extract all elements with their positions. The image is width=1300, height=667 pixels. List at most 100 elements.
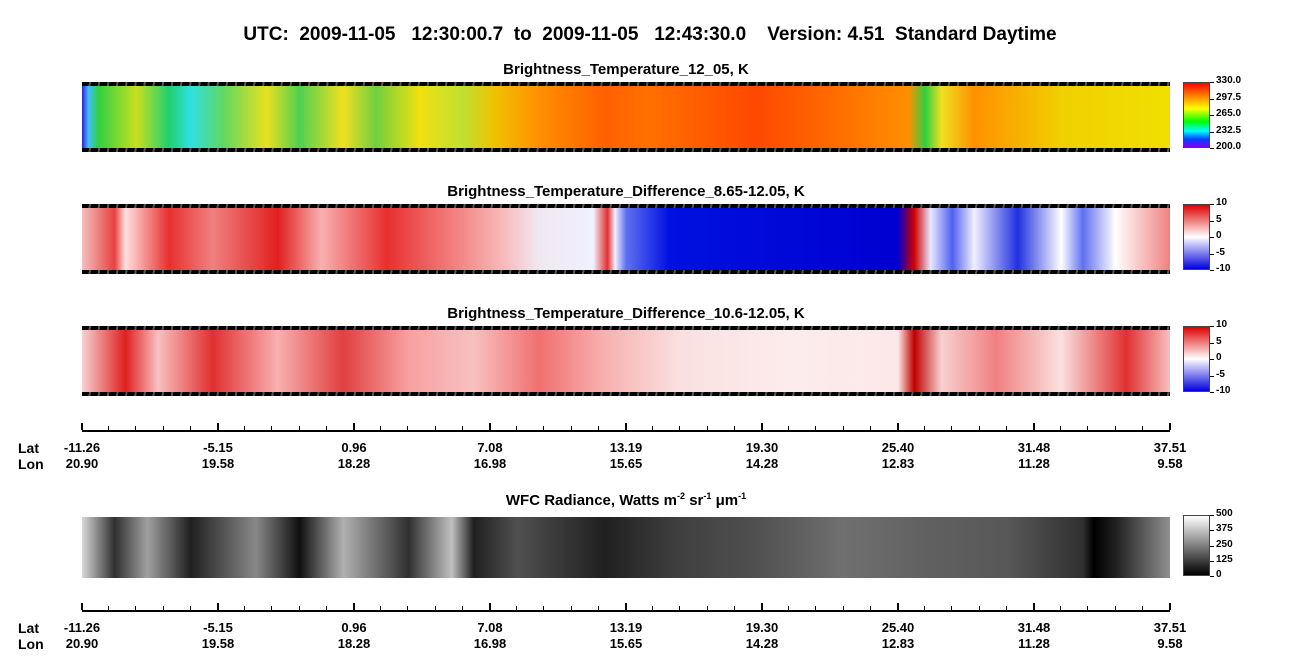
- swath-edge: [82, 270, 1170, 274]
- axis-tick: [81, 603, 83, 610]
- lat-tick-label: 25.40: [881, 440, 915, 455]
- lon-tick-label: 15.65: [609, 456, 643, 471]
- lat-tick-label: 37.51: [1153, 440, 1187, 455]
- axis-tick: [135, 426, 137, 430]
- swath-edge: [82, 82, 1170, 86]
- swath-image: [82, 84, 1170, 150]
- axis-tick: [325, 606, 327, 610]
- lat-label: Lat: [18, 440, 39, 456]
- lat-tick-label: 25.40: [881, 620, 915, 635]
- colorbar-label: 500: [1216, 508, 1233, 519]
- colorbar-tick: [1210, 82, 1214, 83]
- axis-tick: [733, 426, 735, 430]
- axis-tick: [706, 606, 708, 610]
- axis-tick: [869, 606, 871, 610]
- colorbar-label: 10: [1216, 319, 1228, 330]
- lon-tick-label: 18.28: [337, 456, 371, 471]
- axis-tick: [1141, 606, 1143, 610]
- lon-tick-label: 9.58: [1157, 456, 1183, 471]
- axis-tick: [244, 606, 246, 610]
- axis-tick: [353, 603, 355, 610]
- axis-tick: [217, 603, 219, 610]
- lon-tick-label: 20.90: [65, 636, 99, 651]
- axis-tick: [434, 426, 436, 430]
- colorbar-tick: [1210, 326, 1214, 327]
- colorbar-tick: [1210, 530, 1214, 532]
- colorbar-label: -10: [1216, 385, 1231, 396]
- colorbar-label: 5: [1216, 213, 1222, 225]
- lat-tick-label: 37.51: [1153, 620, 1187, 635]
- axis-tick: [978, 426, 980, 430]
- axis-tick: [1033, 603, 1035, 610]
- lon-tick-label: 15.65: [609, 636, 643, 651]
- colorbar-label: -5: [1216, 246, 1225, 258]
- axis-tick: [706, 426, 708, 430]
- axis-tick: [461, 606, 463, 610]
- swath-edge: [82, 204, 1170, 208]
- lat-tick-label: 7.08: [477, 620, 503, 635]
- axis-tick: [570, 426, 572, 430]
- axis-tick: [842, 426, 844, 430]
- axis-tick: [597, 426, 599, 430]
- axis-tick: [81, 423, 83, 430]
- axis-tick: [489, 603, 491, 610]
- colorbar-tick: [1210, 270, 1214, 271]
- lon-label: Lon: [18, 456, 44, 472]
- axis-tick: [815, 426, 817, 430]
- axis-tick: [761, 603, 763, 610]
- lon-tick-label: 16.98: [473, 636, 507, 651]
- lon-tick-label: 14.28: [745, 456, 779, 471]
- axis-tick: [1033, 423, 1035, 430]
- axis-tick: [325, 426, 327, 430]
- lat-tick-label: 0.96: [341, 620, 367, 635]
- axis-tick: [271, 426, 273, 430]
- lon-tick-label: 12.83: [881, 456, 915, 471]
- axis-tick: [679, 426, 681, 430]
- lat-label: Lat: [18, 620, 39, 636]
- swath-image: [82, 328, 1170, 394]
- colorbar: [1183, 204, 1210, 270]
- swath-image: [82, 206, 1170, 272]
- panel-title: Brightness_Temperature_Difference_8.65-1…: [447, 183, 805, 200]
- axis-tick: [679, 606, 681, 610]
- colorbar-label: 0: [1216, 230, 1222, 241]
- axis-tick: [597, 606, 599, 610]
- lat-tick-label: 0.96: [341, 440, 367, 455]
- colorbar-label: 297.5: [1216, 91, 1242, 103]
- colorbar: [1183, 326, 1210, 392]
- colorbar-label: 10: [1216, 197, 1228, 208]
- axis-tick: [543, 606, 545, 610]
- lon-tick-label: 9.58: [1157, 636, 1183, 651]
- colorbar: [1183, 515, 1210, 576]
- lat-tick-label: 7.08: [477, 440, 503, 455]
- colorbar-tick: [1210, 515, 1214, 516]
- title-part: -2: [677, 491, 686, 501]
- lat-tick-label: -11.26: [63, 620, 101, 635]
- colorbar-tick: [1210, 392, 1214, 393]
- axis-tick: [924, 606, 926, 610]
- axis-tick: [1141, 426, 1143, 430]
- axis-tick: [924, 426, 926, 430]
- title-part: -1: [703, 491, 712, 501]
- colorbar-label: 125: [1216, 553, 1233, 565]
- axis-tick: [217, 423, 219, 430]
- swath-edge: [82, 326, 1170, 330]
- axis-tick: [189, 426, 191, 430]
- colorbar-tick: [1210, 342, 1214, 344]
- title-part: sr: [685, 492, 704, 509]
- axis-tick: [842, 606, 844, 610]
- colorbar-tick: [1210, 148, 1214, 149]
- panel-title: WFC Radiance, Watts m-2 sr-1 μm-1: [82, 491, 1170, 509]
- colorbar-label: 200.0: [1216, 141, 1242, 152]
- axis-tick: [815, 606, 817, 610]
- colorbar-tick: [1210, 131, 1214, 133]
- axis-tick: [897, 423, 899, 430]
- axis-tick: [652, 426, 654, 430]
- title-part: WFC Radiance, Watts m: [505, 492, 678, 509]
- axis-tick: [652, 606, 654, 610]
- colorbar-tick: [1210, 375, 1214, 377]
- axis-tick: [135, 606, 137, 610]
- axis-tick: [1005, 426, 1007, 430]
- lat-tick-label: -5.15: [203, 440, 233, 455]
